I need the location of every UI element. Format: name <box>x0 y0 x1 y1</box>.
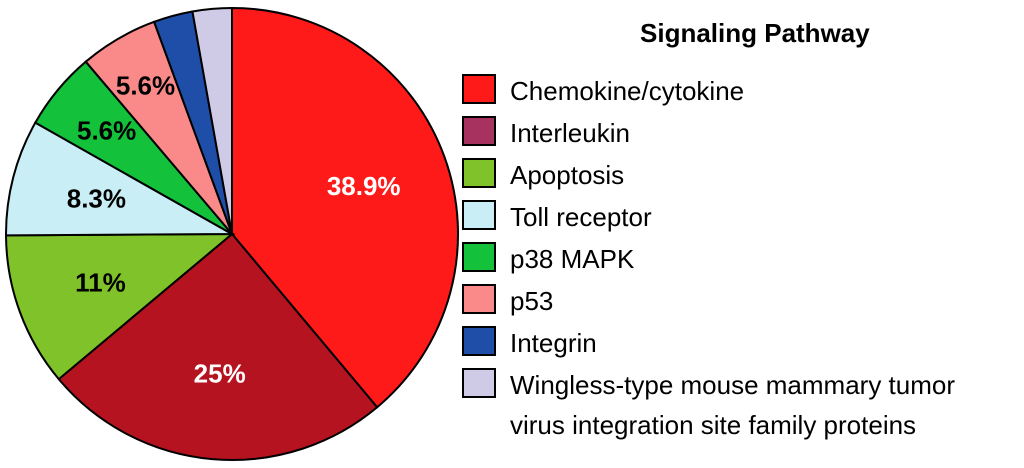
legend-swatch <box>462 158 496 188</box>
pie-slice-2 <box>4 232 235 381</box>
legend-label-line2: virus integration site family proteins <box>510 410 917 440</box>
slice-label-0: 38.9% <box>327 171 401 201</box>
slice-label-3: 8.3% <box>67 184 126 214</box>
legend-swatch <box>462 284 496 314</box>
legend-swatch <box>462 74 496 104</box>
legend-label: p38 MAPK <box>510 244 635 274</box>
pie-slice-3 <box>5 121 236 237</box>
legend-item: p53 <box>460 280 1024 320</box>
legend-item: Interleukin <box>460 112 1024 152</box>
pie-slice-7 <box>191 6 233 235</box>
slice-label-5: 5.6% <box>116 71 175 101</box>
legend-label: p53 <box>510 286 554 316</box>
legend-swatch <box>462 368 496 398</box>
slice-label-2: 11% <box>75 267 126 297</box>
legend-item: Chemokine/cytokine <box>460 70 1024 110</box>
legend-label: Apoptosis <box>510 160 625 190</box>
legend-swatch <box>462 326 496 356</box>
legend-label: Chemokine/cytokine <box>510 76 745 106</box>
legend-swatch <box>462 242 496 272</box>
legend-item: Apoptosis <box>460 154 1024 194</box>
legend-swatch <box>462 116 496 146</box>
legend-swatch <box>462 200 496 230</box>
legend-label: Wingless-type mouse mammary tumor <box>510 370 955 400</box>
legend-label: Interleukin <box>510 118 630 148</box>
legend-item: Toll receptor <box>460 196 1024 236</box>
legend-title: Signaling Pathway <box>640 18 870 48</box>
pie-chart: 38.9% 25% 11% 8.3% 5.6% 5.6% <box>0 0 460 463</box>
legend-label: Integrin <box>510 328 597 358</box>
pie-slice-0 <box>231 6 459 409</box>
legend-label: Toll receptor <box>510 202 652 232</box>
slice-label-4: 5.6% <box>77 115 136 145</box>
legend-item: Wingless-type mouse mammary tumor virus i… <box>460 364 1024 440</box>
slice-label-1: 25% <box>194 359 246 389</box>
legend: Signaling Pathway Chemokine/cytokine Inte… <box>460 0 1024 463</box>
legend-item: p38 MAPK <box>460 238 1024 278</box>
pie-chart-svg: 38.9% 25% 11% 8.3% 5.6% 5.6% <box>4 6 459 461</box>
pie-slice-1 <box>57 232 379 461</box>
legend-item: Integrin <box>460 322 1024 362</box>
